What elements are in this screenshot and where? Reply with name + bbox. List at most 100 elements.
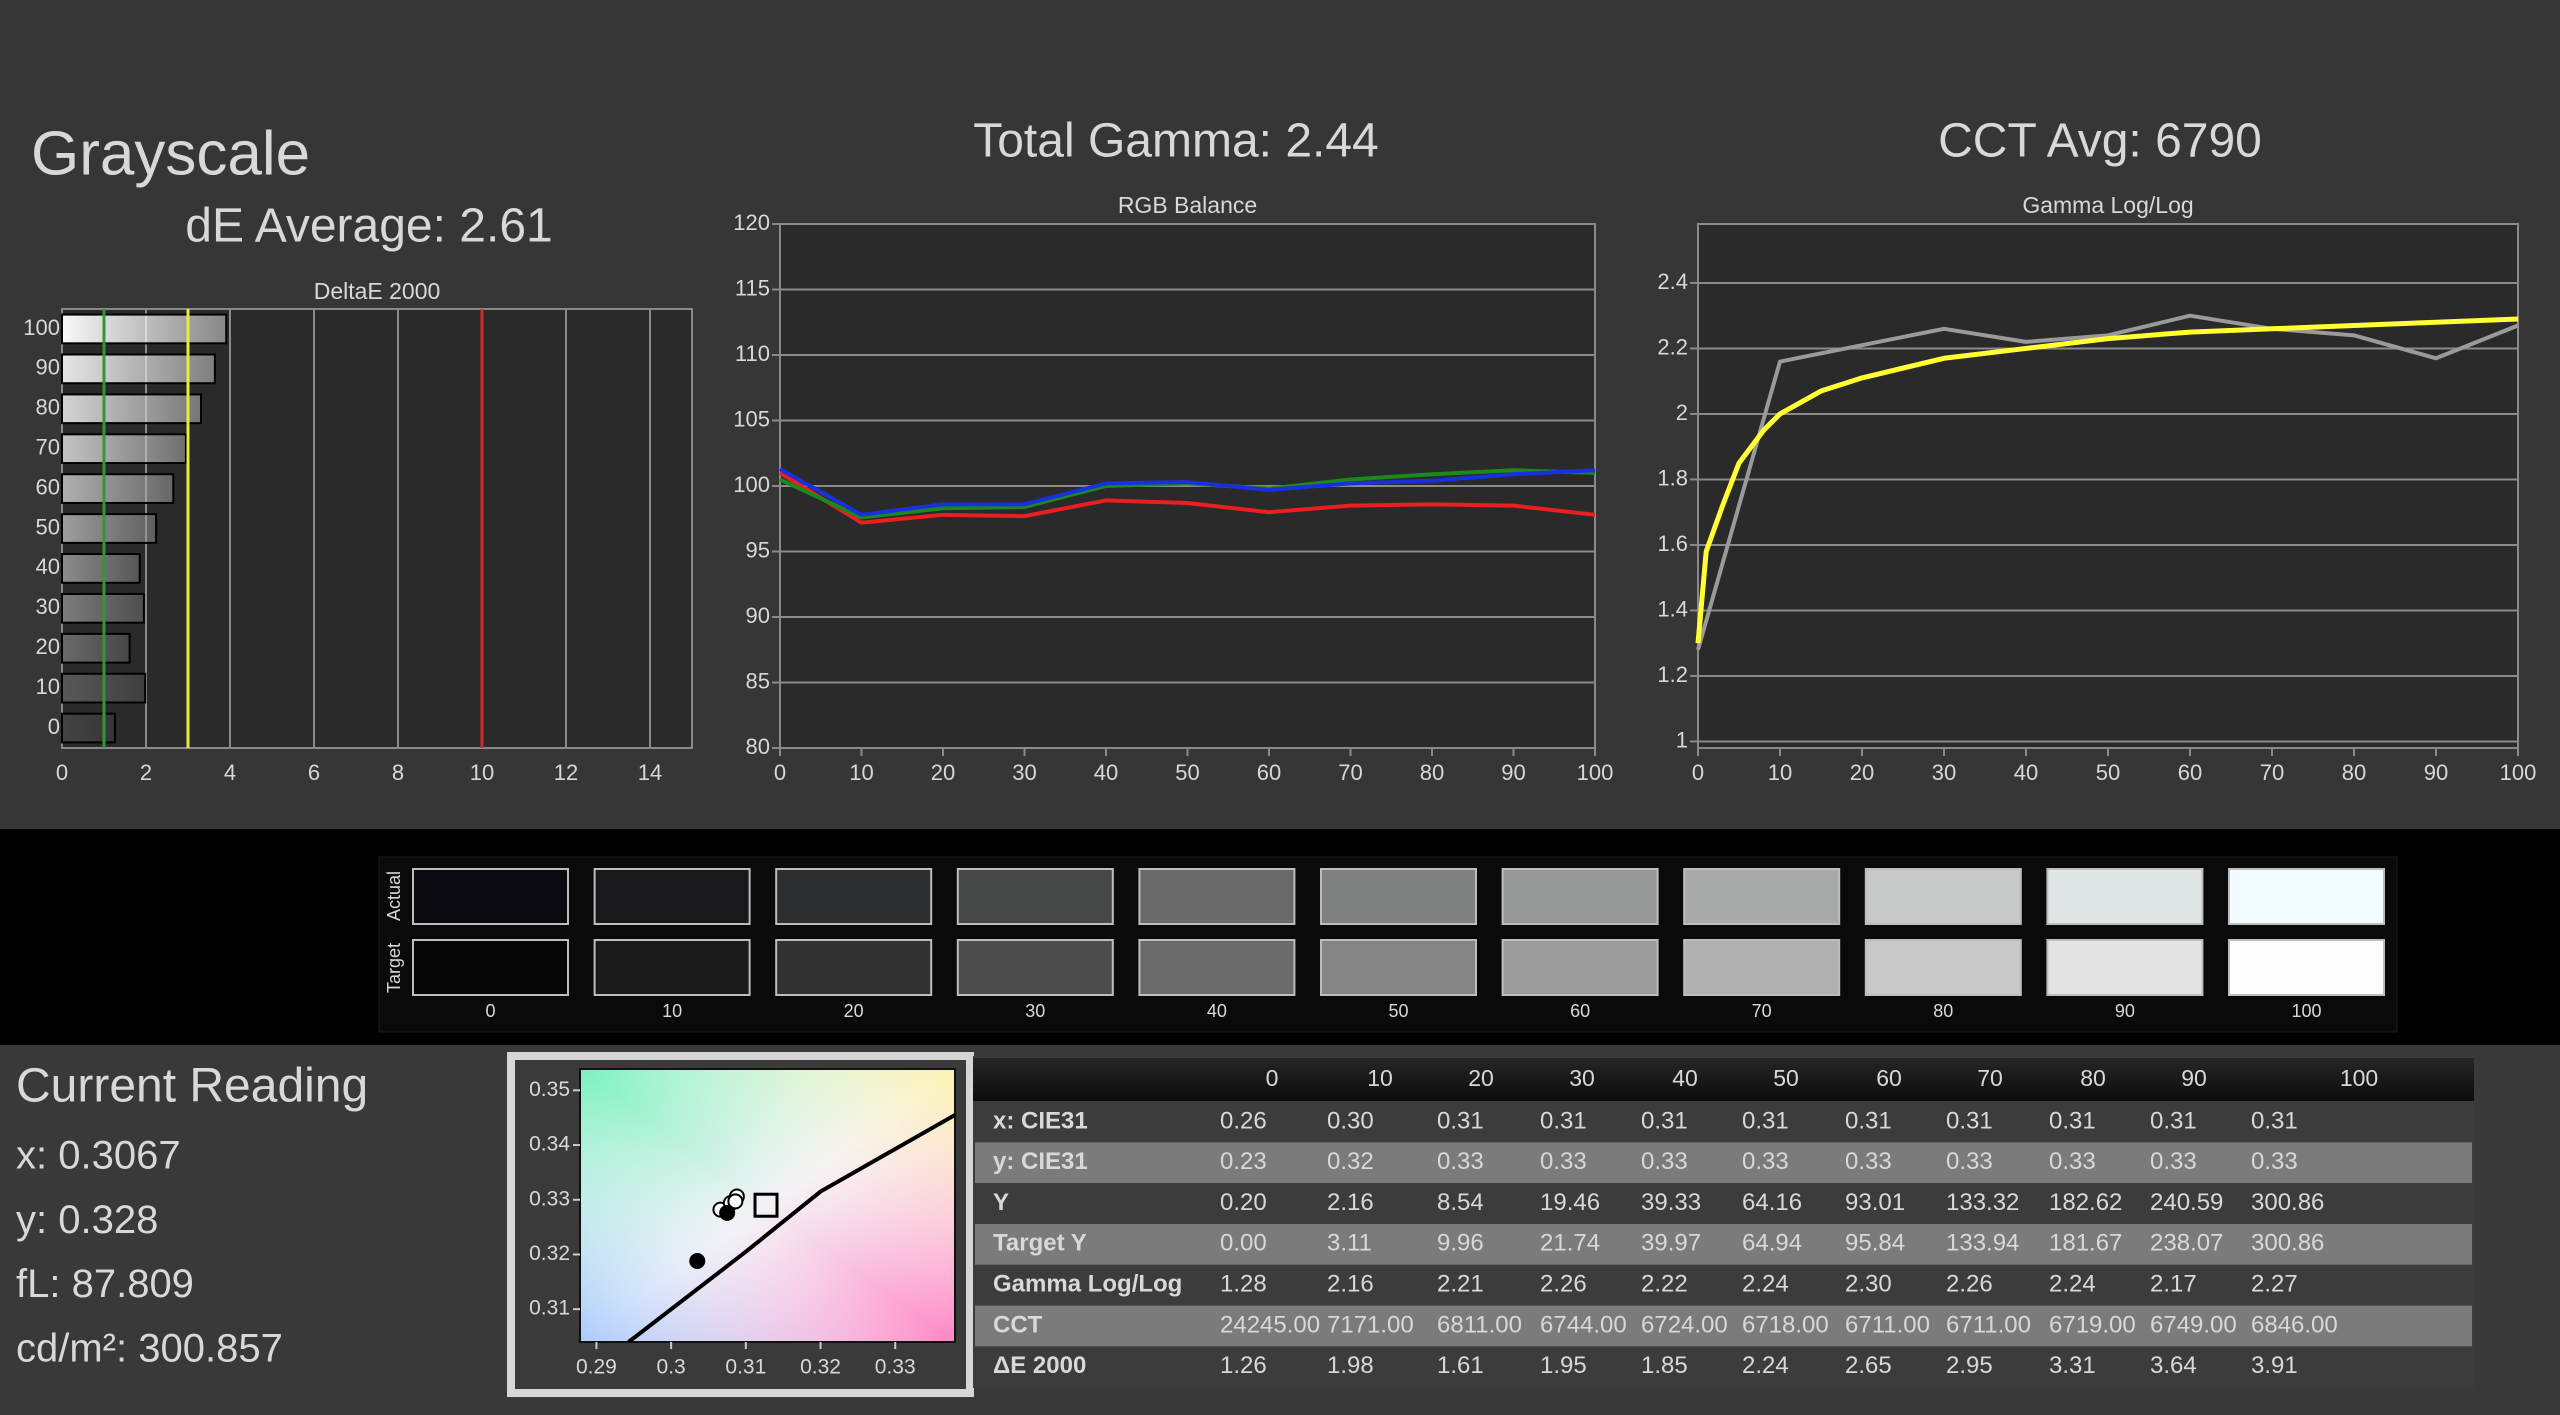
table-cell: 6718.00 (1742, 1311, 1829, 1338)
table-cell: 0.31 (1742, 1107, 1789, 1134)
table-cell: 2.27 (2251, 1271, 2298, 1298)
actual-swatch (1683, 868, 1841, 925)
table-cell: 3.31 (2049, 1352, 2096, 1379)
x-tick-label: 14 (638, 760, 662, 785)
reading-line: cd/m²: 300.857 (16, 1326, 283, 1370)
table-cell: 24245.00 (1220, 1311, 1320, 1338)
swatch-label: 30 (1025, 1001, 1045, 1021)
y-tick-label: 115 (735, 275, 770, 300)
swatch-label: 40 (1207, 1001, 1227, 1021)
table-cell: 0.31 (2251, 1107, 2298, 1134)
row-label: x: CIE31 (993, 1107, 1088, 1134)
actual-swatch (1320, 868, 1477, 925)
y-tick-label: 0.35 (529, 1078, 570, 1101)
target-swatch (1501, 939, 1659, 996)
x-tick-label: 0.31 (725, 1356, 766, 1379)
table-cell: 0.33 (1845, 1148, 1892, 1175)
y-tick-label: 85 (746, 668, 770, 693)
swatch-label: 80 (1933, 1001, 1953, 1021)
series-line (779, 467, 1596, 517)
table-cell: 3.64 (2150, 1352, 2197, 1379)
bar (61, 632, 131, 664)
table-cell: 2.24 (2049, 1271, 2096, 1298)
y-tick-label: 100 (23, 315, 60, 340)
table-cell: 6846.00 (2251, 1311, 2338, 1338)
table-cell: 39.33 (1641, 1189, 1701, 1216)
table-cell: 0.33 (2049, 1148, 2096, 1175)
actual-swatch (412, 868, 569, 925)
y-tick-label: 20 (36, 634, 60, 659)
actual-swatch (2228, 868, 2385, 925)
table-header (973, 1058, 2474, 1101)
swatch-label: 0 (485, 1001, 495, 1021)
reading-title: Current Reading (16, 1060, 368, 1113)
swatch-row-label: Target (384, 943, 404, 993)
table-cell: 2.26 (1540, 1271, 1587, 1298)
table-cell: 0.31 (2049, 1107, 2096, 1134)
chart-title: RGB Balance (1118, 192, 1257, 218)
reading-line: x: 0.3067 (16, 1134, 181, 1178)
actual-swatch (956, 868, 1114, 925)
row-label: Target Y (993, 1230, 1087, 1257)
x-tick-label: 0 (56, 760, 68, 785)
plot-area (1697, 223, 2519, 749)
x-tick-label: 30 (1012, 760, 1036, 785)
swatch-label: 90 (2115, 1001, 2135, 1021)
table-row (975, 1305, 2472, 1347)
y-tick-label: 1.2 (1657, 662, 1688, 687)
bar (61, 353, 216, 385)
y-tick-label: 0.33 (529, 1187, 570, 1210)
page-title: Grayscale (31, 119, 310, 188)
target-swatch (1683, 939, 1841, 996)
y-tick-label: 1 (1676, 727, 1688, 752)
swatch-label: 60 (1570, 1001, 1590, 1021)
target-point (753, 1192, 779, 1218)
table-cell: 0.33 (1946, 1148, 1993, 1175)
table-cell: 2.95 (1946, 1352, 1993, 1379)
table-cell: 3.91 (2251, 1352, 2298, 1379)
y-tick-label: 2.4 (1657, 269, 1688, 294)
x-tick-label: 12 (554, 760, 578, 785)
row-label: CCT (993, 1311, 1043, 1338)
actual-swatch (1501, 868, 1659, 925)
y-tick-label: 0.32 (529, 1242, 570, 1265)
column-header: 90 (2181, 1065, 2207, 1091)
y-tick-label: 70 (36, 434, 60, 459)
table-cell: 6744.00 (1540, 1311, 1627, 1338)
table-cell: 0.31 (1540, 1107, 1587, 1134)
table-cell: 133.32 (1946, 1189, 2019, 1216)
point (727, 1193, 744, 1210)
column-header: 10 (1367, 1065, 1393, 1091)
x-tick-label: 2 (140, 760, 152, 785)
table-cell: 6719.00 (2049, 1311, 2136, 1338)
x-tick-label: 50 (2096, 760, 2120, 785)
table-cell: 0.23 (1220, 1148, 1267, 1175)
column-header: 50 (1773, 1065, 1799, 1091)
y-tick-label: 95 (746, 537, 770, 562)
table-cell: 0.31 (2150, 1107, 2197, 1134)
series-line (1695, 316, 2519, 644)
x-tick-label: 20 (1850, 760, 1874, 785)
table-cell: 0.31 (1946, 1107, 1993, 1134)
y-tick-label: 40 (36, 554, 60, 579)
x-tick-label: 90 (1501, 760, 1525, 785)
table-cell: 2.17 (2150, 1271, 2197, 1298)
table-cell: 238.07 (2150, 1230, 2223, 1257)
table-cell: 0.33 (2150, 1148, 2197, 1175)
y-tick-label: 110 (735, 341, 770, 366)
y-tick-label: 1.6 (1657, 531, 1688, 556)
x-tick-label: 30 (1932, 760, 1956, 785)
y-tick-label: 60 (36, 474, 60, 499)
table-cell: 21.74 (1540, 1230, 1600, 1257)
x-tick-label: 0.33 (875, 1356, 916, 1379)
table-cell: 1.95 (1540, 1352, 1587, 1379)
target-swatch (1138, 939, 1296, 996)
x-tick-label: 90 (2424, 760, 2448, 785)
x-tick-label: 8 (392, 760, 404, 785)
point (719, 1204, 736, 1221)
column-header: 0 (1266, 1065, 1279, 1091)
bar (61, 513, 158, 544)
bar (61, 393, 203, 425)
table-cell: 1.98 (1327, 1352, 1374, 1379)
table-cell: 1.85 (1641, 1352, 1688, 1379)
